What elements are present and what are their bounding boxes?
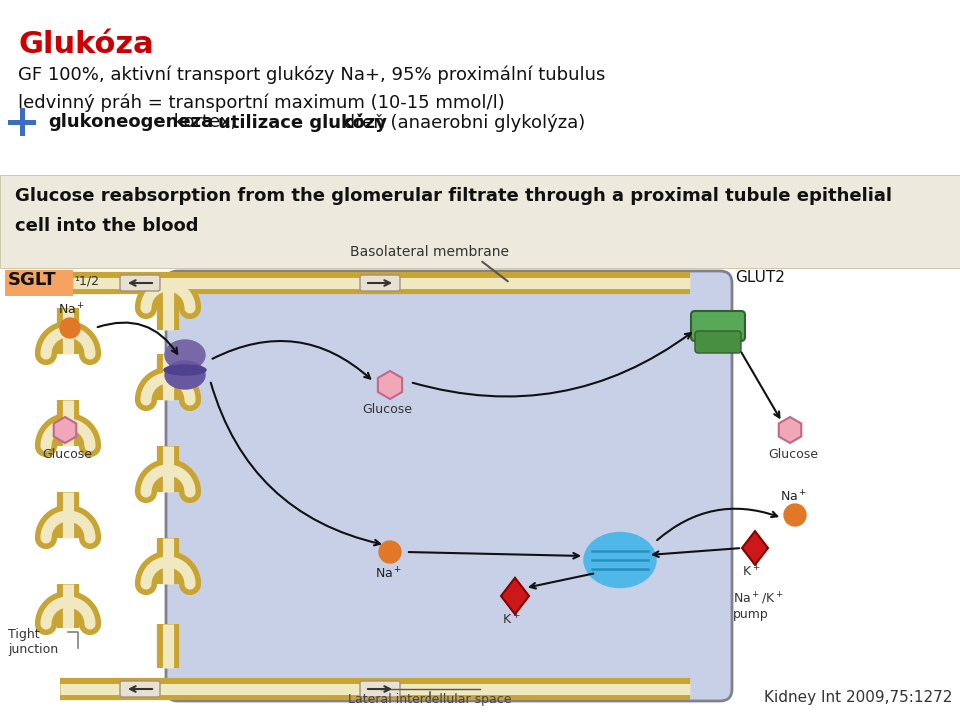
Text: SGLT: SGLT — [8, 271, 57, 289]
Ellipse shape — [165, 361, 205, 389]
Text: Tight
junction: Tight junction — [8, 628, 59, 656]
Text: Glucose: Glucose — [362, 403, 412, 416]
Text: cell into the blood: cell into the blood — [15, 217, 199, 235]
Text: pump: pump — [733, 608, 769, 621]
FancyBboxPatch shape — [166, 271, 732, 701]
Text: Glukóza: Glukóza — [18, 30, 154, 59]
FancyBboxPatch shape — [360, 681, 400, 697]
Circle shape — [60, 318, 80, 338]
FancyBboxPatch shape — [360, 275, 400, 291]
Text: GLUT2: GLUT2 — [735, 270, 785, 285]
FancyBboxPatch shape — [120, 275, 160, 291]
Polygon shape — [378, 371, 402, 399]
Bar — [8, 119, 36, 124]
Text: GF 100%, aktivní transport glukózy Na+, 95% proximální tubulus: GF 100%, aktivní transport glukózy Na+, … — [18, 65, 606, 84]
Text: kortex,: kortex, — [168, 113, 242, 131]
Ellipse shape — [164, 365, 206, 375]
FancyBboxPatch shape — [695, 331, 741, 353]
Text: Na$^+$/K$^+$: Na$^+$/K$^+$ — [733, 591, 783, 608]
Text: Lateral intercellular space: Lateral intercellular space — [348, 693, 512, 706]
Polygon shape — [54, 417, 76, 443]
Text: K$^+$: K$^+$ — [502, 612, 520, 628]
Text: ¹1/2: ¹1/2 — [74, 275, 99, 288]
Text: Glucose reabsorption from the glomerular filtrate through a proximal tubule epit: Glucose reabsorption from the glomerular… — [15, 187, 892, 205]
Circle shape — [379, 541, 401, 563]
Bar — [0, 268, 960, 714]
Circle shape — [784, 504, 806, 526]
Text: Na$^+$: Na$^+$ — [375, 566, 402, 581]
Ellipse shape — [165, 340, 205, 370]
Ellipse shape — [584, 533, 656, 588]
FancyBboxPatch shape — [691, 311, 745, 341]
Text: Na$^+$: Na$^+$ — [58, 303, 85, 318]
Bar — [0, 175, 960, 268]
FancyBboxPatch shape — [120, 681, 160, 697]
Text: ledvinný práh = transportní maximum (10-15 mmol/l): ledvinný práh = transportní maximum (10-… — [18, 93, 505, 111]
Text: Na$^+$: Na$^+$ — [780, 490, 807, 505]
Text: dřeň (anaerobni glykolýza): dřeň (anaerobni glykolýza) — [338, 113, 586, 131]
Text: glukoneogeneza: glukoneogeneza — [48, 113, 213, 131]
Bar — [19, 108, 25, 136]
Text: Kidney Int 2009,75:1272: Kidney Int 2009,75:1272 — [763, 690, 952, 705]
Text: Glucose: Glucose — [768, 448, 818, 461]
Text: Glucose: Glucose — [42, 448, 92, 461]
Polygon shape — [501, 578, 529, 614]
Bar — [5, 270, 73, 296]
Polygon shape — [742, 531, 768, 565]
Text: utilizace glukózy: utilizace glukózy — [218, 113, 387, 131]
Polygon shape — [779, 417, 802, 443]
Text: K$^+$: K$^+$ — [742, 564, 760, 579]
Text: Basolateral membrane: Basolateral membrane — [350, 245, 510, 259]
